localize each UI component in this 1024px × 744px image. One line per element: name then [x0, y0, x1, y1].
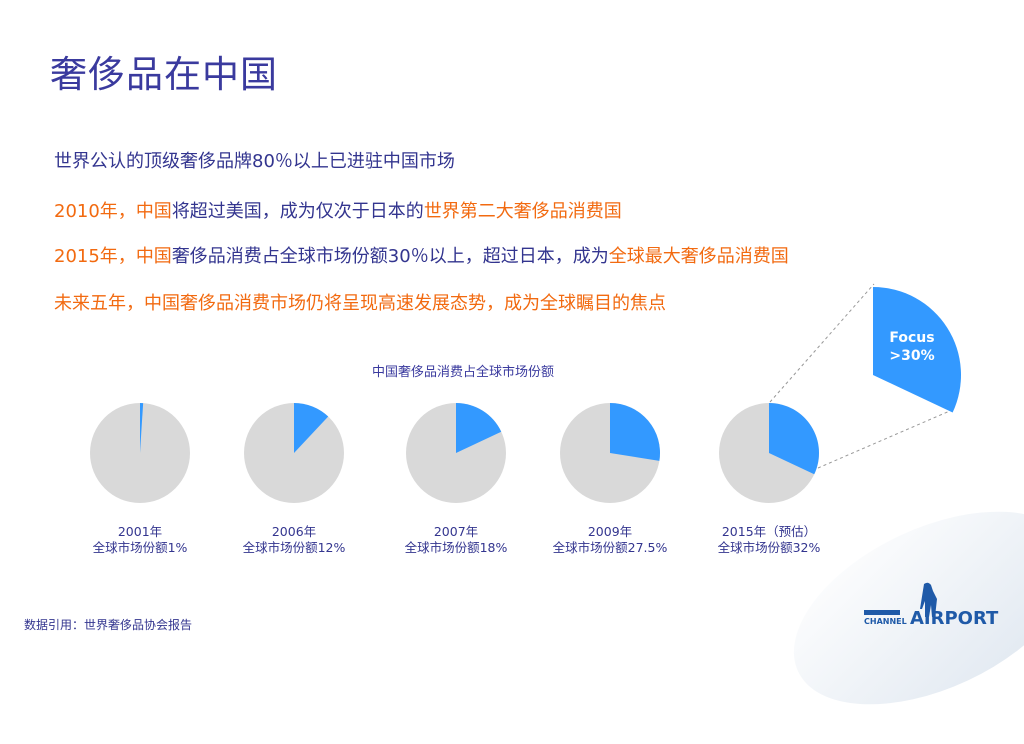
share-label: 全球市场份额1%	[92, 540, 188, 555]
source-citation: 数据引用：世界奢侈品协会报告	[24, 618, 193, 632]
page-title: 奢侈品在中国	[50, 53, 278, 96]
pie-label: 2009年 全球市场份额27.5%	[525, 524, 695, 556]
share-label: 全球市场份额32%	[717, 540, 821, 555]
pie-slice-china	[610, 403, 660, 461]
year-label: 2006年	[271, 524, 317, 539]
pie-slice-china	[140, 403, 144, 453]
pie-label: 2006年 全球市场份额12%	[209, 524, 379, 556]
text-segment: 世界公认的顶级奢侈品牌80％以上已进驻中国市场	[54, 151, 455, 172]
bullet-line: 未来五年，中国奢侈品消费市场仍将呈现高速发展态势，成为全球瞩目的焦点	[54, 289, 666, 315]
share-label: 全球市场份额18%	[404, 540, 508, 555]
svg-text:CHANNEL: CHANNEL	[864, 617, 907, 626]
pie-slice-china	[769, 403, 819, 475]
text-segment: 奢侈品消费占全球市场份额30％以上，超过日本，成为	[171, 246, 609, 267]
pie-charts: Focus >30%	[90, 283, 961, 503]
pie-slice-china	[294, 403, 329, 453]
year-label: 2007年	[433, 524, 479, 539]
callout-line	[769, 283, 875, 403]
bullet-line: 世界公认的顶级奢侈品牌80％以上已进驻中国市场	[54, 147, 455, 173]
chart-title: 中国奢侈品消费占全球市场份额	[372, 365, 555, 380]
share-label: 全球市场份额12%	[242, 540, 346, 555]
text-segment: 中国	[135, 201, 172, 222]
text-segment: 2015年，	[54, 246, 136, 267]
airport-channel-logo: CHANNEL AIRPORT	[864, 582, 999, 629]
text-segment: 将超过美国，成为仅次于日本的	[171, 201, 424, 222]
callout-text: >30%	[889, 348, 934, 364]
callout-wedge	[873, 287, 961, 413]
callout-line	[817, 409, 953, 469]
pie-label: 2015年（预估） 全球市场份额32%	[684, 524, 854, 556]
bullet-line: 2015年，中国奢侈品消费占全球市场份额30％以上，超过日本，成为全球最大奢侈品…	[54, 242, 789, 268]
text-segment: 2010年，	[54, 201, 136, 222]
svg-text:AIRPORT: AIRPORT	[910, 608, 999, 629]
pie-label: 2001年 全球市场份额1%	[55, 524, 225, 556]
pie-label: 2007年 全球市场份额18%	[371, 524, 541, 556]
year-label: 2015年（预估）	[721, 524, 817, 539]
year-label: 2001年	[117, 524, 163, 539]
pie-slice-china	[456, 403, 502, 453]
text-segment: 未来五年，中国奢侈品消费市场仍将呈现高速发展态势，成为全球瞩目的焦点	[54, 293, 666, 314]
text-segment: 全球最大奢侈品消费国	[608, 246, 789, 267]
text-segment: 中国	[135, 246, 172, 267]
bullet-line: 2010年，中国将超过美国，成为仅次于日本的世界第二大奢侈品消费国	[54, 197, 622, 223]
year-label: 2009年	[587, 524, 633, 539]
share-label: 全球市场份额27.5%	[552, 540, 668, 555]
callout-text: Focus	[889, 330, 934, 346]
text-segment: 世界第二大奢侈品消费国	[423, 201, 622, 222]
